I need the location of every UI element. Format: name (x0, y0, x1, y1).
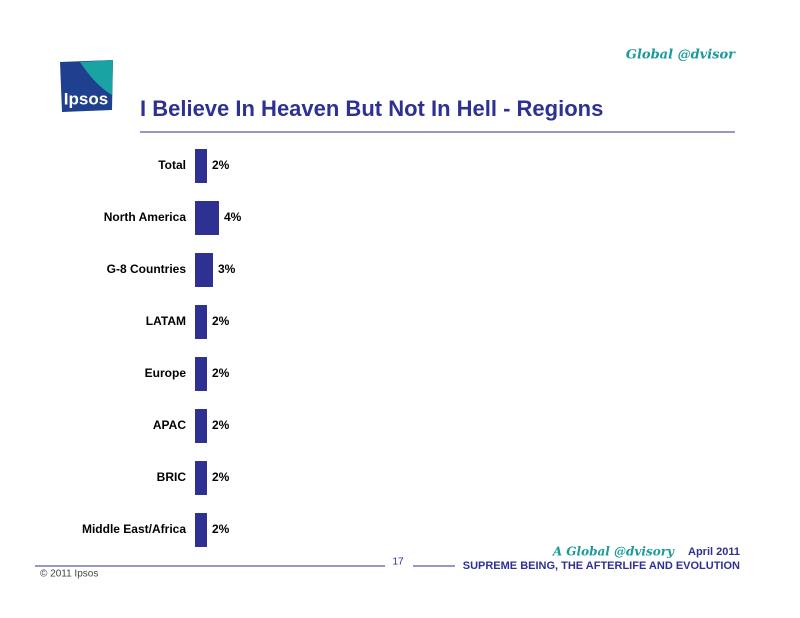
chart-title: I Believe In Heaven But Not In Hell - Re… (140, 96, 603, 121)
bar (195, 149, 207, 183)
value-label: 2% (212, 418, 230, 432)
report-date: April 2011 (688, 546, 740, 558)
category-label: North America (104, 210, 187, 224)
bar (195, 253, 213, 287)
copyright: © 2011 Ipsos (40, 569, 98, 580)
value-label: 4% (224, 210, 242, 224)
value-label: 2% (212, 158, 230, 172)
category-label: Europe (145, 366, 187, 380)
value-label: 2% (212, 470, 230, 484)
bar (195, 461, 207, 495)
bar (195, 305, 207, 339)
value-label: 3% (218, 262, 236, 276)
bar (195, 357, 207, 391)
page-number: 17 (392, 557, 404, 568)
bar (195, 513, 207, 547)
category-label: G-8 Countries (107, 262, 187, 276)
report-name: A Global @dvisory (552, 545, 675, 559)
category-label: BRIC (157, 470, 187, 484)
bar (195, 201, 219, 235)
value-label: 2% (212, 314, 230, 328)
logo-accent (80, 60, 113, 95)
value-label: 2% (212, 366, 230, 380)
category-label: APAC (153, 418, 186, 432)
report-subtitle: SUPREME BEING, THE AFTERLIFE AND EVOLUTI… (463, 560, 740, 572)
category-label: Middle East/Africa (82, 522, 186, 536)
brand: Global @dvisor (626, 48, 736, 63)
category-label: LATAM (146, 314, 186, 328)
value-label: 2% (212, 522, 230, 536)
logo-text: Ipsos (64, 89, 108, 108)
plot: Total 2% North America 4% G-8 Countries 3% LAT… (82, 149, 242, 547)
bar (195, 409, 207, 443)
category-label: Total (158, 158, 186, 172)
